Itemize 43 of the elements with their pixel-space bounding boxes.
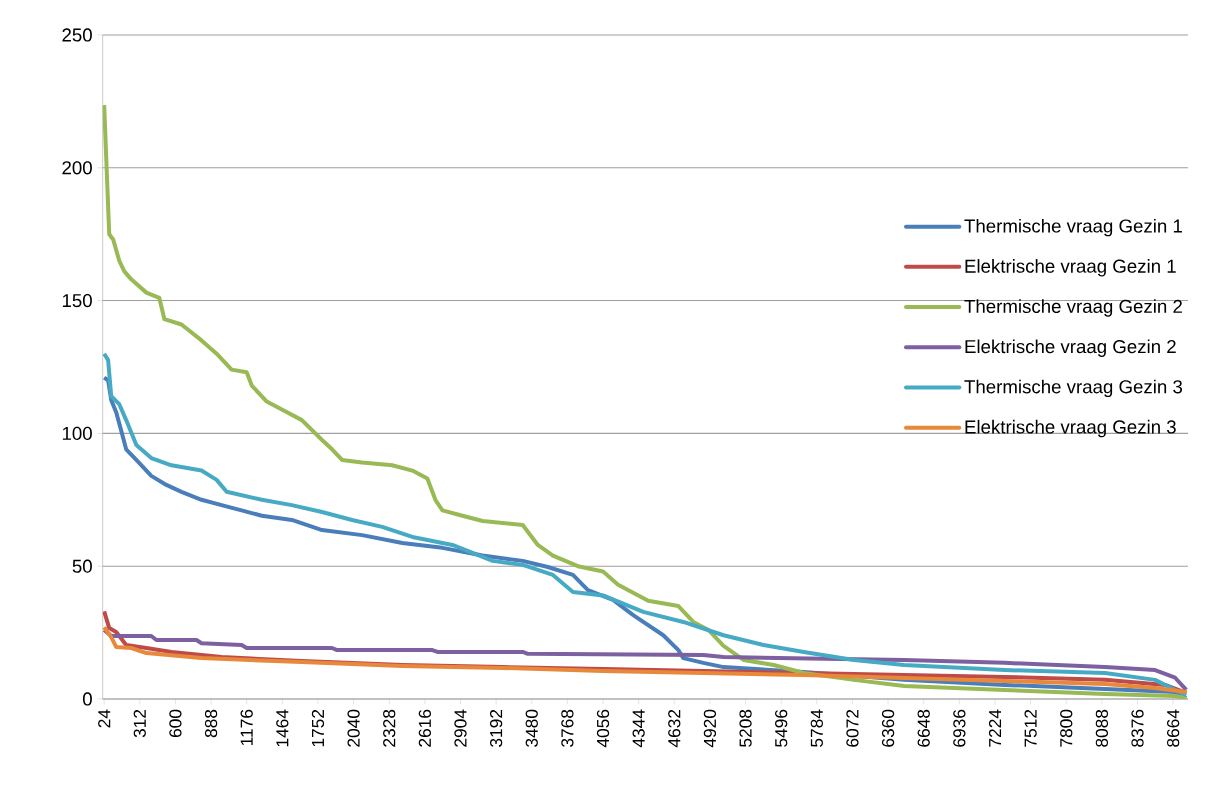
y-tick-label: 250 <box>62 28 92 42</box>
x-tick-label: 2616 <box>418 709 431 747</box>
x-tick-label: 24 <box>98 709 111 728</box>
x-tick-label: 8088 <box>1095 709 1109 747</box>
x-tick-label: 312 <box>133 709 146 738</box>
y-tick-label: 150 <box>62 293 92 308</box>
x-tick-label: 3192 <box>489 709 503 747</box>
x-tick-label: 3768 <box>561 709 574 747</box>
x-tick-label: 5784 <box>810 709 823 747</box>
x-tick-label: 6360 <box>881 709 895 747</box>
x-tick-label: 7800 <box>1060 709 1073 747</box>
x-tick-label: 2328 <box>383 709 396 747</box>
x-tick-label: 5496 <box>775 709 788 747</box>
x-tick-label: 7224 <box>988 709 1002 747</box>
x-tick-label: 6072 <box>846 709 859 747</box>
y-tick-label: 100 <box>62 426 92 440</box>
legend-label: Elektrische vraag Gezin 1 <box>965 259 1176 277</box>
y-tick-label: 0 <box>82 692 92 706</box>
x-tick-label: 2040 <box>347 709 360 747</box>
x-tick-label: 600 <box>169 709 182 738</box>
x-tick-label: 7512 <box>1024 709 1037 747</box>
x-tick-label: 8664 <box>1167 709 1180 747</box>
x-tick-label: 6936 <box>953 709 966 747</box>
x-tick-label: 3480 <box>525 709 538 747</box>
x-tick-label: 2904 <box>454 709 467 747</box>
x-tick-label: 4632 <box>668 709 681 748</box>
x-tick-label: 4344 <box>632 709 645 748</box>
legend-label: Thermische vraag Gezin 3 <box>964 379 1183 398</box>
x-tick-label: 1752 <box>311 709 325 747</box>
x-tick-label: 4920 <box>703 709 717 748</box>
x-tick-label: 888 <box>204 709 218 738</box>
y-tick-label: 200 <box>62 161 92 175</box>
y-tick-label: 50 <box>72 559 92 573</box>
legend-label: Thermische vraag Gezin 1 <box>964 218 1182 237</box>
legend-label: Elektrische vraag Gezin 3 <box>965 419 1176 438</box>
x-tick-label: 4056 <box>596 709 610 748</box>
x-tick-label: 1464 <box>276 709 289 747</box>
x-tick-label: 6648 <box>917 709 930 747</box>
x-tick-label: 8376 <box>1131 709 1144 747</box>
legend-label: Thermische vraag Gezin 2 <box>964 299 1182 317</box>
x-tick-label: 5208 <box>739 709 752 747</box>
x-tick-label: 1176 <box>240 709 253 745</box>
legend-label: Elektrische vraag Gezin 2 <box>965 339 1176 357</box>
